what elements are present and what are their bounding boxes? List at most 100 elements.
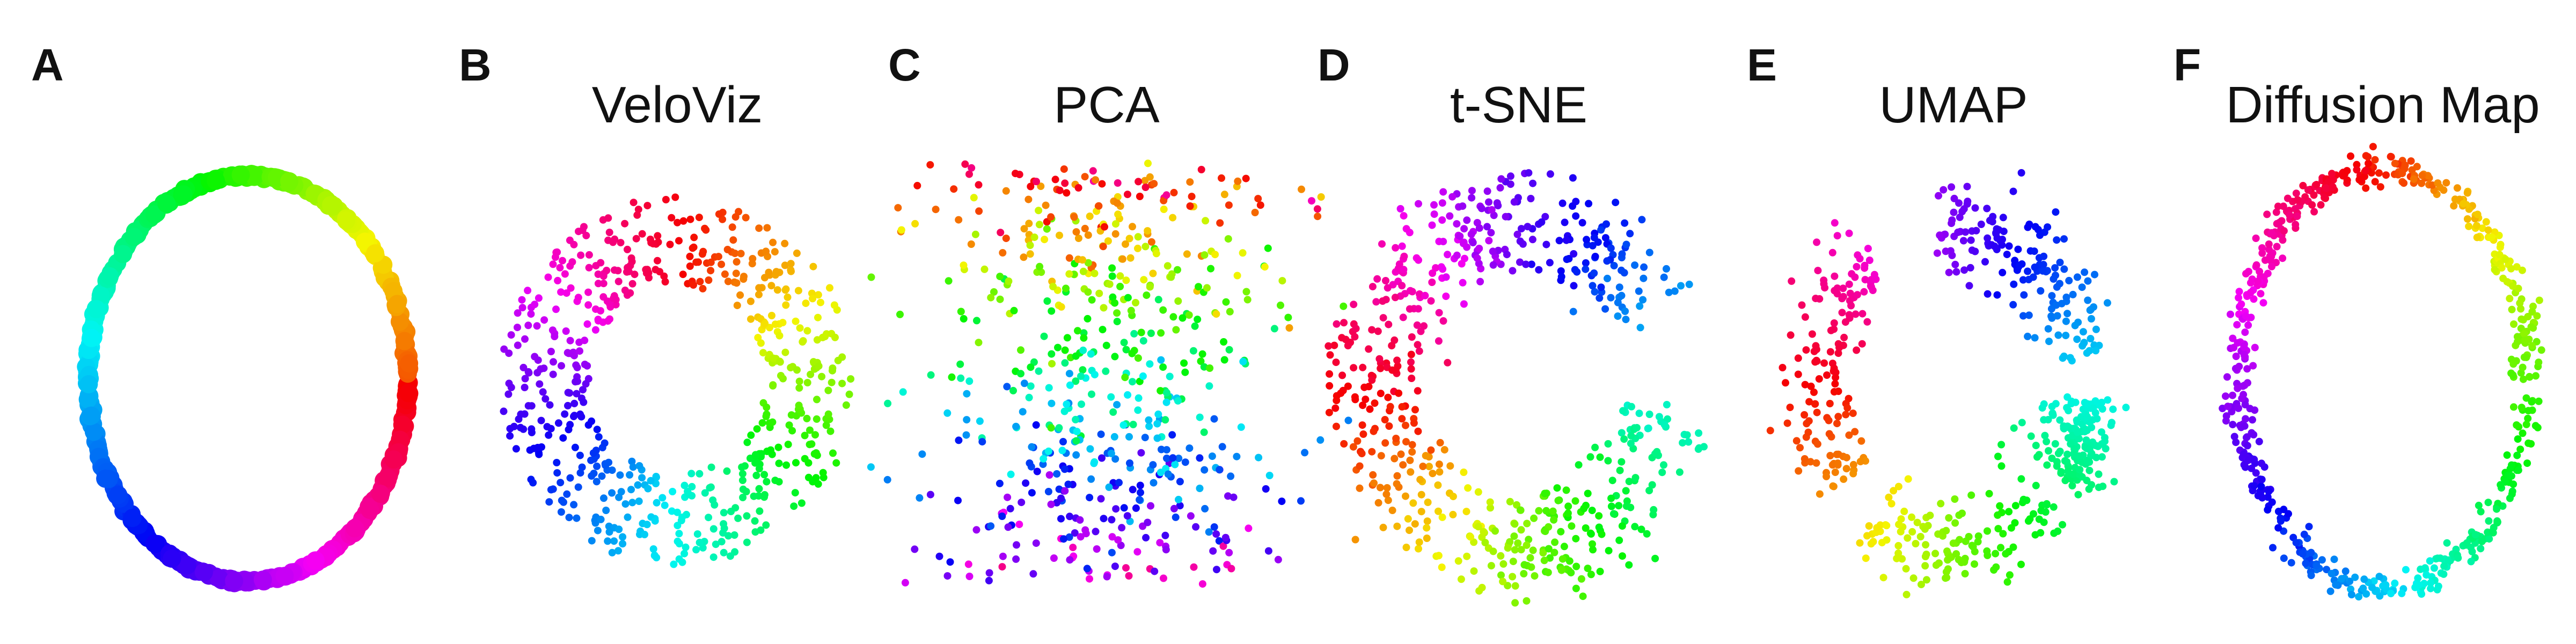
point-c <box>975 339 983 347</box>
point-c <box>1079 346 1087 354</box>
point-e <box>1935 192 1942 200</box>
point-c <box>1175 495 1182 503</box>
point-b <box>769 418 777 426</box>
point-c <box>1190 563 1198 571</box>
point-f <box>2368 583 2376 591</box>
point-e <box>1948 216 1956 224</box>
point-f <box>2526 373 2534 381</box>
point-f <box>2507 472 2515 480</box>
point-c <box>1026 241 1034 249</box>
point-e <box>2063 404 2071 412</box>
point-d <box>1620 435 1628 443</box>
point-c <box>1017 346 1024 354</box>
point-b <box>547 348 555 355</box>
point-b <box>606 300 614 308</box>
point-b <box>803 414 811 422</box>
point-b <box>784 441 792 449</box>
point-b <box>638 230 646 238</box>
point-c <box>1056 231 1063 239</box>
point-f <box>2255 437 2263 445</box>
point-d <box>1435 552 1443 560</box>
point-b <box>737 250 745 258</box>
point-c <box>1237 423 1245 431</box>
point-b <box>553 248 561 256</box>
point-b <box>834 356 842 364</box>
point-f <box>2310 191 2318 199</box>
point-f <box>2267 252 2275 260</box>
point-b <box>817 298 824 306</box>
point-c <box>1116 282 1124 290</box>
point-d <box>1584 489 1592 497</box>
point-b <box>563 490 571 498</box>
point-c <box>1102 341 1110 349</box>
point-b <box>787 266 795 274</box>
point-f <box>2507 265 2515 273</box>
point-b <box>514 309 522 317</box>
point-c <box>1114 179 1122 187</box>
point-b <box>807 370 815 378</box>
point-c <box>1035 207 1043 215</box>
point-c <box>1099 243 1107 251</box>
point-b <box>531 353 539 361</box>
point-c <box>1201 251 1209 259</box>
point-d <box>1384 393 1392 401</box>
point-c <box>962 431 970 439</box>
point-d <box>1468 194 1476 202</box>
point-c <box>1113 199 1121 207</box>
point-b <box>701 224 709 232</box>
point-e <box>2019 495 2028 503</box>
point-d <box>1648 481 1656 489</box>
point-b <box>680 481 689 489</box>
point-c <box>1076 516 1084 524</box>
point-c <box>1168 431 1176 439</box>
point-c <box>1092 176 1100 184</box>
point-d <box>1523 519 1531 528</box>
point-e <box>1923 576 1930 584</box>
point-d <box>1671 287 1679 295</box>
point-d <box>1377 452 1385 460</box>
point-d <box>1393 480 1401 488</box>
point-c <box>1212 310 1220 318</box>
point-c <box>1133 548 1141 556</box>
point-f <box>2258 459 2265 467</box>
point-c <box>1242 288 1250 296</box>
point-f <box>2326 587 2334 595</box>
point-d <box>1340 319 1348 327</box>
point-d <box>1467 230 1475 238</box>
point-e <box>1795 467 1803 475</box>
point-a <box>400 354 419 373</box>
point-b <box>830 301 838 309</box>
point-b <box>600 494 608 502</box>
point-e <box>2025 311 2033 319</box>
panel-letter-f: F <box>2174 40 2201 90</box>
point-f <box>2227 310 2234 318</box>
point-d <box>1597 283 1605 291</box>
point-c <box>1044 488 1052 495</box>
point-d <box>1497 175 1505 183</box>
point-b <box>576 347 583 355</box>
point-c <box>1060 165 1068 173</box>
point-c <box>1032 421 1040 429</box>
point-c <box>948 373 956 381</box>
point-e <box>2045 447 2052 455</box>
point-c <box>998 513 1006 520</box>
point-c <box>972 526 980 534</box>
point-f <box>2353 160 2361 169</box>
point-e <box>2084 296 2092 304</box>
point-c <box>1056 186 1064 194</box>
point-d <box>1420 322 1428 330</box>
point-c <box>1301 449 1309 457</box>
point-c <box>1078 400 1085 408</box>
point-e <box>1994 452 2002 460</box>
point-c <box>1185 311 1193 319</box>
point-b <box>680 550 689 558</box>
point-e <box>1942 526 1950 535</box>
point-c <box>996 479 1004 487</box>
point-f <box>2522 420 2530 428</box>
point-f <box>2235 288 2243 296</box>
point-b <box>654 232 662 240</box>
point-d <box>1553 484 1561 492</box>
point-b <box>539 388 547 396</box>
point-d <box>1555 237 1563 245</box>
point-f <box>2434 582 2442 590</box>
